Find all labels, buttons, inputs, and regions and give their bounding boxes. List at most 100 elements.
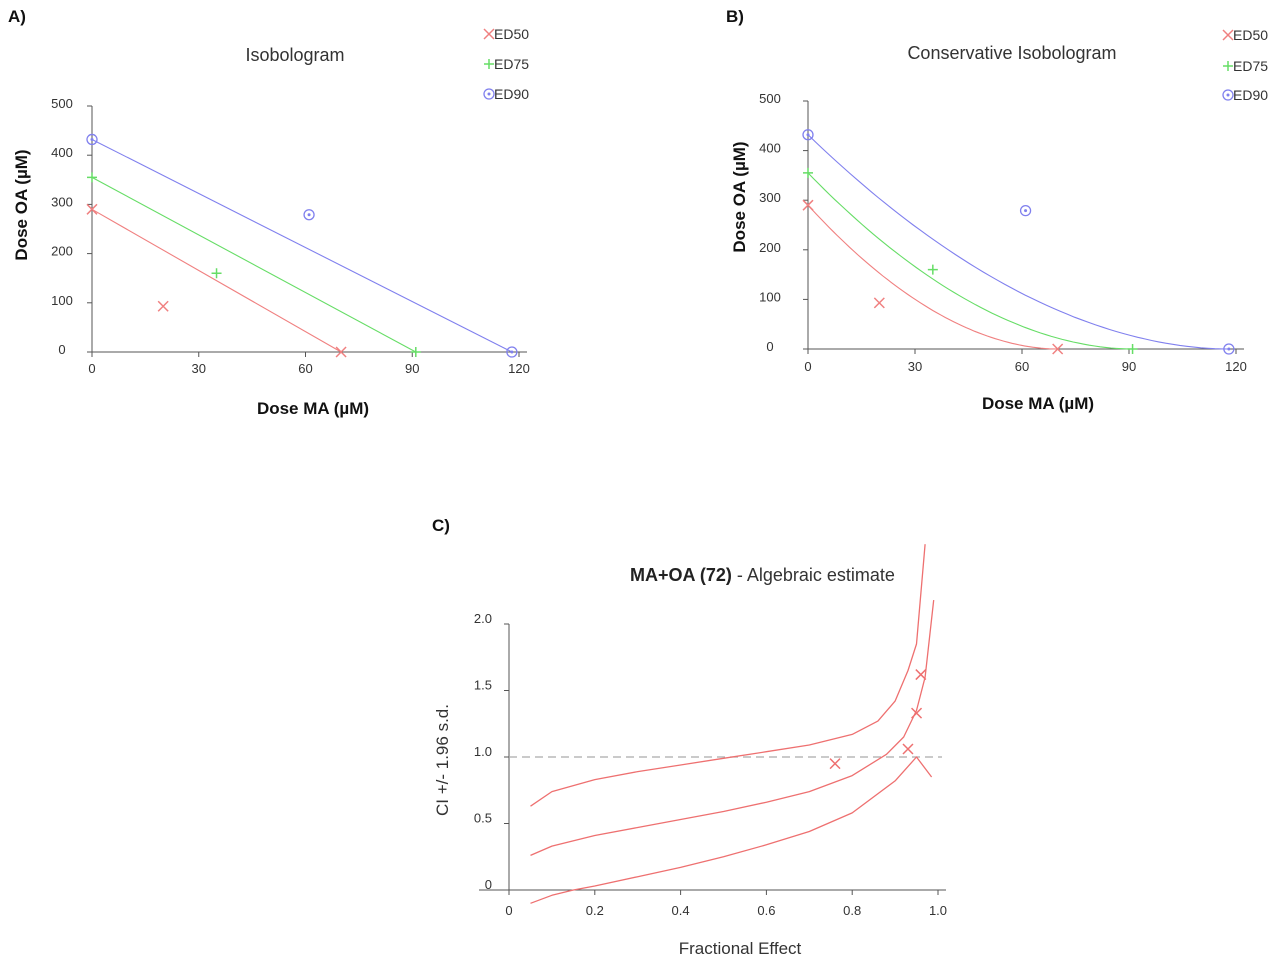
y-tick-label: 0 (766, 339, 773, 354)
ed90-endpoint-oa (86, 133, 98, 146)
y-tick-label: 100 (51, 293, 73, 308)
y-tick-label: 0 (58, 342, 65, 357)
legend-marker-ed90 (483, 88, 495, 100)
legend-marker-ed90-dot (1226, 93, 1230, 97)
legend-label-ed90: ED90 (494, 86, 529, 102)
chart-panel-a: A) Isobologram 0 100 200 300 400 500 0 30 60 90 120 D… (8, 7, 530, 418)
legend-marker-ed50 (1222, 29, 1234, 41)
x-tick-label: 0.6 (757, 903, 775, 918)
x-tick-label: 60 (1015, 359, 1029, 374)
legend-marker-ed50 (483, 28, 495, 40)
ed75-isobole-line (91, 176, 417, 353)
ed75-endpoint-oa (87, 172, 97, 183)
ed90-endpoint-ma-ring (506, 346, 518, 358)
y-tick-label: 2.0 (474, 611, 492, 626)
y-tick-label: 500 (51, 96, 73, 111)
ed90-endpoint-ma (506, 346, 518, 358)
ed90-combination-point-dot (307, 213, 311, 217)
ed50-endpoint-oa (86, 203, 98, 215)
x-tick-label: 30 (192, 361, 206, 376)
ed50-combination-point (873, 297, 885, 309)
ci-data-point (911, 707, 923, 719)
chart-title-bold: MA+OA (72) (630, 565, 732, 585)
ed90-endpoint-oa-dot (90, 137, 94, 141)
x-axis-label: Fractional Effect (679, 939, 802, 958)
y-tick-label: 200 (51, 244, 73, 259)
ed50-combination-point (157, 300, 169, 312)
ci-data-point (915, 669, 927, 681)
ed90-isobole-line (91, 138, 513, 353)
x-tick-label: 0.2 (586, 903, 604, 918)
y-axis-label: Dose OA (µM) (730, 141, 749, 252)
chart-title: MA+OA (72) - Algebraic estimate (630, 565, 895, 585)
ed90-isobole-line (807, 134, 1229, 350)
legend-label-ed75: ED75 (494, 56, 529, 72)
y-tick-label: 400 (51, 145, 73, 160)
legend-marker-ed90-ring (1222, 89, 1234, 101)
ci-data-point (829, 758, 841, 770)
y-tick-label: 0.5 (474, 811, 492, 826)
ed90-combination-point-ring (1019, 204, 1032, 217)
ed50-isobole-line (91, 208, 342, 353)
y-tick-label: 300 (759, 190, 781, 205)
y-tick-label: 500 (759, 91, 781, 106)
x-axis-label: Dose MA (µM) (982, 394, 1094, 413)
x-tick-label: 0 (804, 359, 811, 374)
x-tick-label: 0.8 (843, 903, 861, 918)
x-tick-label: 60 (298, 361, 312, 376)
x-tick-label: 30 (908, 359, 922, 374)
x-tick-label: 0 (505, 903, 512, 918)
ed90-endpoint-ma (1223, 343, 1235, 355)
y-tick-label: 300 (51, 194, 73, 209)
ed50-isobole-line (807, 204, 1058, 350)
ed75-combination-point (211, 268, 222, 279)
chart-title: Isobologram (245, 45, 344, 65)
x-tick-label: 90 (1122, 359, 1136, 374)
x-tick-label: 0.4 (672, 903, 690, 918)
legend-marker-ed90 (1222, 89, 1234, 101)
ci-curve-estimate (530, 600, 935, 856)
legend-marker-ed90-ring (483, 88, 495, 100)
legend-marker-ed75 (484, 59, 494, 69)
ci-curve-lower (530, 756, 933, 904)
y-tick-label: 400 (759, 141, 781, 156)
panel-label: A) (8, 7, 26, 26)
legend-label-ed50: ED50 (494, 26, 529, 42)
chart-title-rest: - Algebraic estimate (732, 565, 895, 585)
y-tick-label: 200 (759, 240, 781, 255)
x-tick-label: 90 (405, 361, 419, 376)
x-tick-label: 1.0 (929, 903, 947, 918)
y-tick-label: 100 (759, 289, 781, 304)
ed90-endpoint-ma-dot (1227, 347, 1231, 351)
x-tick-label: 120 (1225, 359, 1247, 374)
ed90-endpoint-oa (802, 129, 814, 141)
y-tick-label: 1.5 (474, 678, 492, 693)
ed90-combination-point-dot (1024, 209, 1028, 213)
legend-marker-ed90-dot (487, 92, 491, 96)
panel-label: B) (726, 7, 744, 26)
y-tick-label: 0 (485, 877, 492, 892)
ed75-endpoint-oa (803, 167, 813, 178)
chart-title: Conservative Isobologram (907, 43, 1116, 63)
ed90-endpoint-oa-dot (806, 133, 810, 137)
ed90-combination-point-ring (303, 209, 315, 221)
x-axis-label: Dose MA (µM) (257, 399, 369, 418)
legend-label-ed50: ED50 (1233, 27, 1268, 43)
ed75-isobole-line (807, 172, 1133, 350)
ci-data-point (902, 743, 914, 755)
ed90-combination-point (1019, 204, 1032, 217)
y-tick-label: 1.0 (474, 744, 492, 759)
ed75-endpoint-ma (1127, 344, 1138, 354)
ci-curve-upper (530, 544, 926, 807)
ed50-endpoint-ma (1052, 343, 1064, 355)
ed90-endpoint-ma-ring (1223, 343, 1235, 355)
x-tick-label: 0 (88, 361, 95, 376)
ed50-endpoint-ma (335, 346, 347, 358)
legend-marker-ed75 (1223, 61, 1233, 71)
ed90-endpoint-oa-ring (802, 129, 814, 141)
ed90-endpoint-ma-dot (510, 350, 514, 354)
ed90-endpoint-oa-ring (86, 133, 98, 146)
chart-panel-c: C) MA+OA (72) - Algebraic estimate 0 0.5 1.0… (432, 516, 947, 958)
ed75-endpoint-ma (410, 347, 421, 357)
